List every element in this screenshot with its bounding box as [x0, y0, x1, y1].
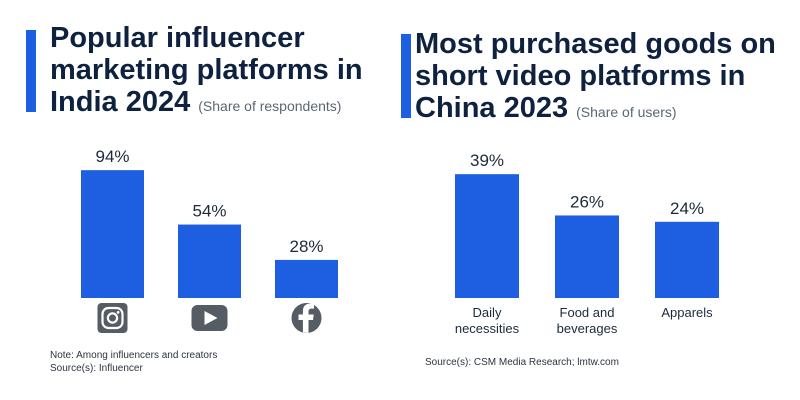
category-label: Daily necessities: [455, 305, 520, 336]
left-chart-subtitle: (Share of respondents): [198, 98, 342, 114]
right-chart-panel: Most purchased goods on short video plat…: [395, 0, 800, 400]
right-chart-subtitle: (Share of users): [576, 104, 677, 120]
category-label: Apparels: [661, 305, 713, 320]
bar: [655, 221, 719, 298]
bar-value-label: 24%: [670, 199, 704, 218]
right-chart-source: Source(s): CSM Media Research; lmtw.com: [425, 357, 619, 368]
bar: [275, 259, 338, 298]
right-chart-footnote: Source(s): CSM Media Research; lmtw.com: [425, 356, 619, 369]
category-label: Food and beverages: [557, 305, 618, 336]
bar: [455, 174, 519, 298]
bar-value-label: 28%: [289, 237, 323, 256]
right-chart-title: Most purchased goods on short video plat…: [415, 28, 795, 128]
instagram-icon: [97, 303, 128, 333]
left-chart-title: Popular influencer marketing platforms i…: [50, 22, 390, 122]
bar: [555, 215, 619, 298]
bar-value-label: 94%: [95, 147, 129, 166]
left-title-accent-bar: [26, 30, 36, 112]
bar-value-label: 54%: [192, 202, 226, 221]
left-chart-source: Source(s): Influencer: [50, 363, 143, 374]
bar-value-label: 26%: [570, 192, 604, 211]
right-chart-title-text: Most purchased goods on short video plat…: [415, 28, 776, 124]
left-chart-note: Note: Among influencers and creators: [50, 350, 218, 361]
left-chart-panel: Popular influencer marketing platforms i…: [0, 0, 395, 400]
left-chart-title-text: Popular influencer marketing platforms i…: [50, 22, 363, 118]
left-chart-footnote: Note: Among influencers and creators Sou…: [50, 349, 217, 375]
left-bar-chart: 94% 54% 28%: [81, 147, 338, 333]
bar: [81, 170, 144, 298]
youtube-icon: [191, 305, 228, 331]
right-title-accent-bar: [401, 34, 411, 118]
bar: [178, 224, 241, 298]
right-bar-chart: 39% Daily necessities 26% Food and beverages 2…: [455, 151, 719, 336]
facebook-icon: [291, 303, 322, 333]
bar-value-label: 39%: [470, 151, 504, 170]
